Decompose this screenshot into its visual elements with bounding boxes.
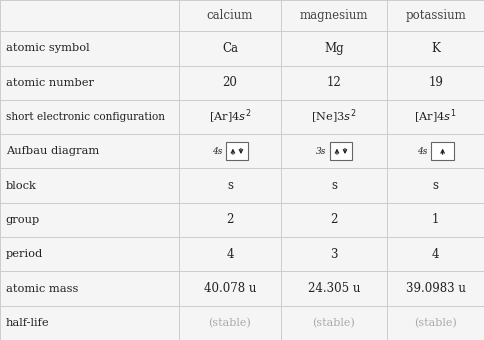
Text: 40.078 u: 40.078 u (204, 282, 256, 295)
Text: period: period (6, 249, 43, 259)
Text: atomic number: atomic number (6, 78, 94, 88)
Text: [Ne]3$s^2$: [Ne]3$s^2$ (311, 108, 357, 126)
Text: 1: 1 (432, 214, 439, 226)
Text: 3s: 3s (316, 147, 326, 156)
Text: block: block (6, 181, 37, 191)
Text: K: K (431, 42, 440, 55)
Text: 4s: 4s (418, 147, 428, 156)
Text: (stable): (stable) (414, 318, 457, 328)
Text: 24.305 u: 24.305 u (308, 282, 360, 295)
Text: s: s (433, 179, 439, 192)
Text: 4s: 4s (212, 147, 222, 156)
Text: 12: 12 (327, 76, 341, 89)
Bar (330, 142, 352, 160)
Text: atomic mass: atomic mass (6, 284, 78, 293)
Text: Aufbau diagram: Aufbau diagram (6, 146, 99, 156)
Text: calcium: calcium (207, 9, 253, 22)
Text: (stable): (stable) (209, 318, 251, 328)
Text: short electronic configuration: short electronic configuration (6, 112, 165, 122)
Bar (432, 142, 454, 160)
Text: 20: 20 (223, 76, 237, 89)
Text: 4: 4 (226, 248, 234, 261)
Text: [Ar]4$s^2$: [Ar]4$s^2$ (209, 108, 251, 126)
Text: 19: 19 (428, 76, 443, 89)
Text: 39.0983 u: 39.0983 u (406, 282, 466, 295)
Text: 2: 2 (330, 214, 338, 226)
Text: magnesium: magnesium (300, 9, 368, 22)
Text: s: s (331, 179, 337, 192)
Text: Mg: Mg (324, 42, 344, 55)
Bar (226, 142, 248, 160)
Text: (stable): (stable) (313, 318, 355, 328)
Text: group: group (6, 215, 40, 225)
Text: potassium: potassium (405, 9, 466, 22)
Text: 4: 4 (432, 248, 439, 261)
Text: s: s (227, 179, 233, 192)
Text: 3: 3 (330, 248, 338, 261)
Text: Ca: Ca (222, 42, 238, 55)
Text: [Ar]4$s^1$: [Ar]4$s^1$ (414, 108, 457, 126)
Text: half-life: half-life (6, 318, 49, 328)
Text: atomic symbol: atomic symbol (6, 44, 90, 53)
Text: 2: 2 (226, 214, 234, 226)
